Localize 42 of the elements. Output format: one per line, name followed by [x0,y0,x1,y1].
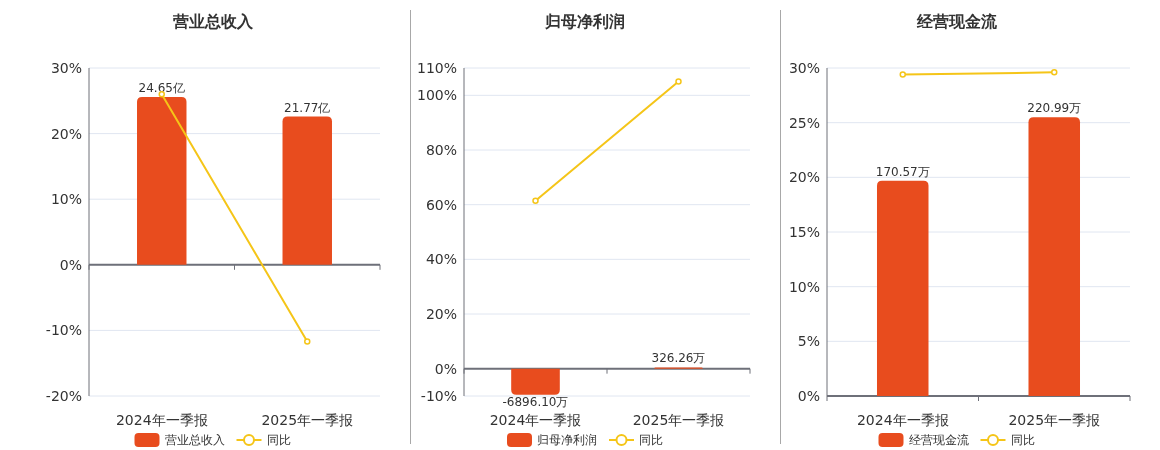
y-tick-label: 20% [50,125,82,142]
y-tick-label: 30% [50,60,82,76]
y-tick-label: 10% [788,278,820,295]
y-tick-label: 20% [425,306,457,322]
y-tick-label: 0% [797,388,820,404]
x-tick-label: 2025年一季报 [1008,412,1101,428]
y-tick-label: 60% [425,196,457,213]
x-tick-label: 2024年一季报 [115,412,208,428]
legend-label: 营业总收入 [164,433,225,447]
legend-label: 同比 [266,433,291,447]
y-tick-label: 20% [788,169,820,186]
y-tick-label: 80% [425,142,457,158]
x-tick-label: 2024年一季报 [856,412,949,428]
data-label: 326.26万 [651,351,706,366]
y-tick-label: 0% [59,256,82,273]
chart-title: 归母净利润 [544,12,625,31]
y-tick-label: 0% [434,360,457,377]
data-label: 24.65亿 [138,80,185,95]
y-tick-label: 30% [788,60,820,76]
x-tick-label: 2025年一季报 [632,412,725,428]
x-tick-label: 2025年一季报 [261,412,354,428]
data-label: 220.99万 [1027,101,1082,116]
y-tick-label: 40% [425,251,457,268]
data-label: -6896.10万 [502,394,569,409]
y-tick-label: -10% [45,322,82,339]
data-label: 170.57万 [875,164,930,179]
y-tick-label: 15% [788,224,820,240]
chart-title: 经营现金流 [915,12,998,31]
y-tick-label: 100% [416,87,457,104]
y-tick-label: -20% [45,388,82,404]
legend-label: 同比 [639,433,663,447]
y-tick-label: -10% [420,388,457,404]
y-tick-label: 110% [416,60,457,76]
legend-label: 经营现金流 [908,433,969,447]
y-tick-label: 25% [788,114,820,131]
y-tick-label: 5% [797,333,820,350]
data-label: 21.77亿 [284,100,331,115]
legend-label: 归母净利润 [537,433,597,447]
chart-title: 营业总收入 [171,12,254,31]
x-tick-label: 2024年一季报 [489,412,582,428]
y-tick-label: 10% [50,191,82,208]
legend-label: 同比 [1010,433,1035,447]
